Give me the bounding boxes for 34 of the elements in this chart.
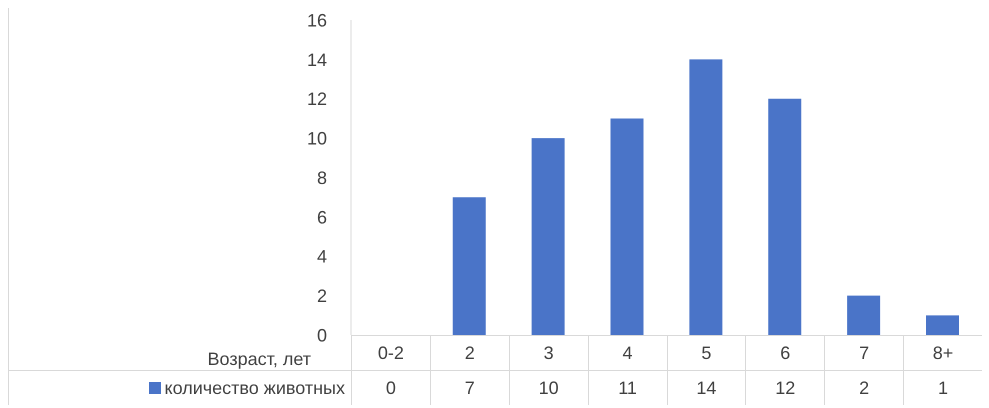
y-tick-label: 4 [316, 246, 327, 267]
y-tick-label: 14 [306, 50, 327, 70]
x-tick-label: 4 [588, 335, 666, 370]
data-label: 10 [508, 370, 588, 405]
bar [532, 138, 565, 335]
bar [847, 296, 880, 335]
data-label: 1 [903, 370, 982, 405]
y-tick-label: 2 [316, 286, 327, 306]
y-tick-label: 0 [316, 325, 327, 346]
bar [452, 197, 486, 335]
x-tick-label: 5 [666, 335, 746, 370]
y-tick-label: 16 [306, 10, 327, 30]
y-tick-label: 8 [316, 168, 327, 188]
legend-label: количество животных [9, 370, 351, 405]
bar [768, 98, 802, 335]
data-label: 0 [351, 370, 430, 405]
x-tick-label: 6 [745, 335, 824, 370]
data-label: 2 [824, 370, 904, 405]
x-tick-label: 2 [430, 335, 509, 370]
data-label: 14 [666, 370, 746, 405]
bar [689, 59, 722, 335]
data-label: 11 [588, 370, 666, 405]
x-axis-title: Возраст, лет [208, 349, 311, 369]
y-tick-label: 10 [306, 128, 327, 149]
x-tick-label: 8+ [903, 335, 982, 370]
bar [610, 118, 644, 335]
bar [926, 315, 959, 335]
data-label: 7 [430, 370, 509, 405]
y-tick-label: 12 [306, 89, 327, 110]
x-tick-label: 3 [508, 335, 588, 370]
x-tick-label: 7 [824, 335, 904, 370]
data-label: 12 [745, 370, 824, 405]
y-tick-label: 6 [316, 207, 327, 228]
x-tick-label: 0-2 [351, 335, 430, 370]
